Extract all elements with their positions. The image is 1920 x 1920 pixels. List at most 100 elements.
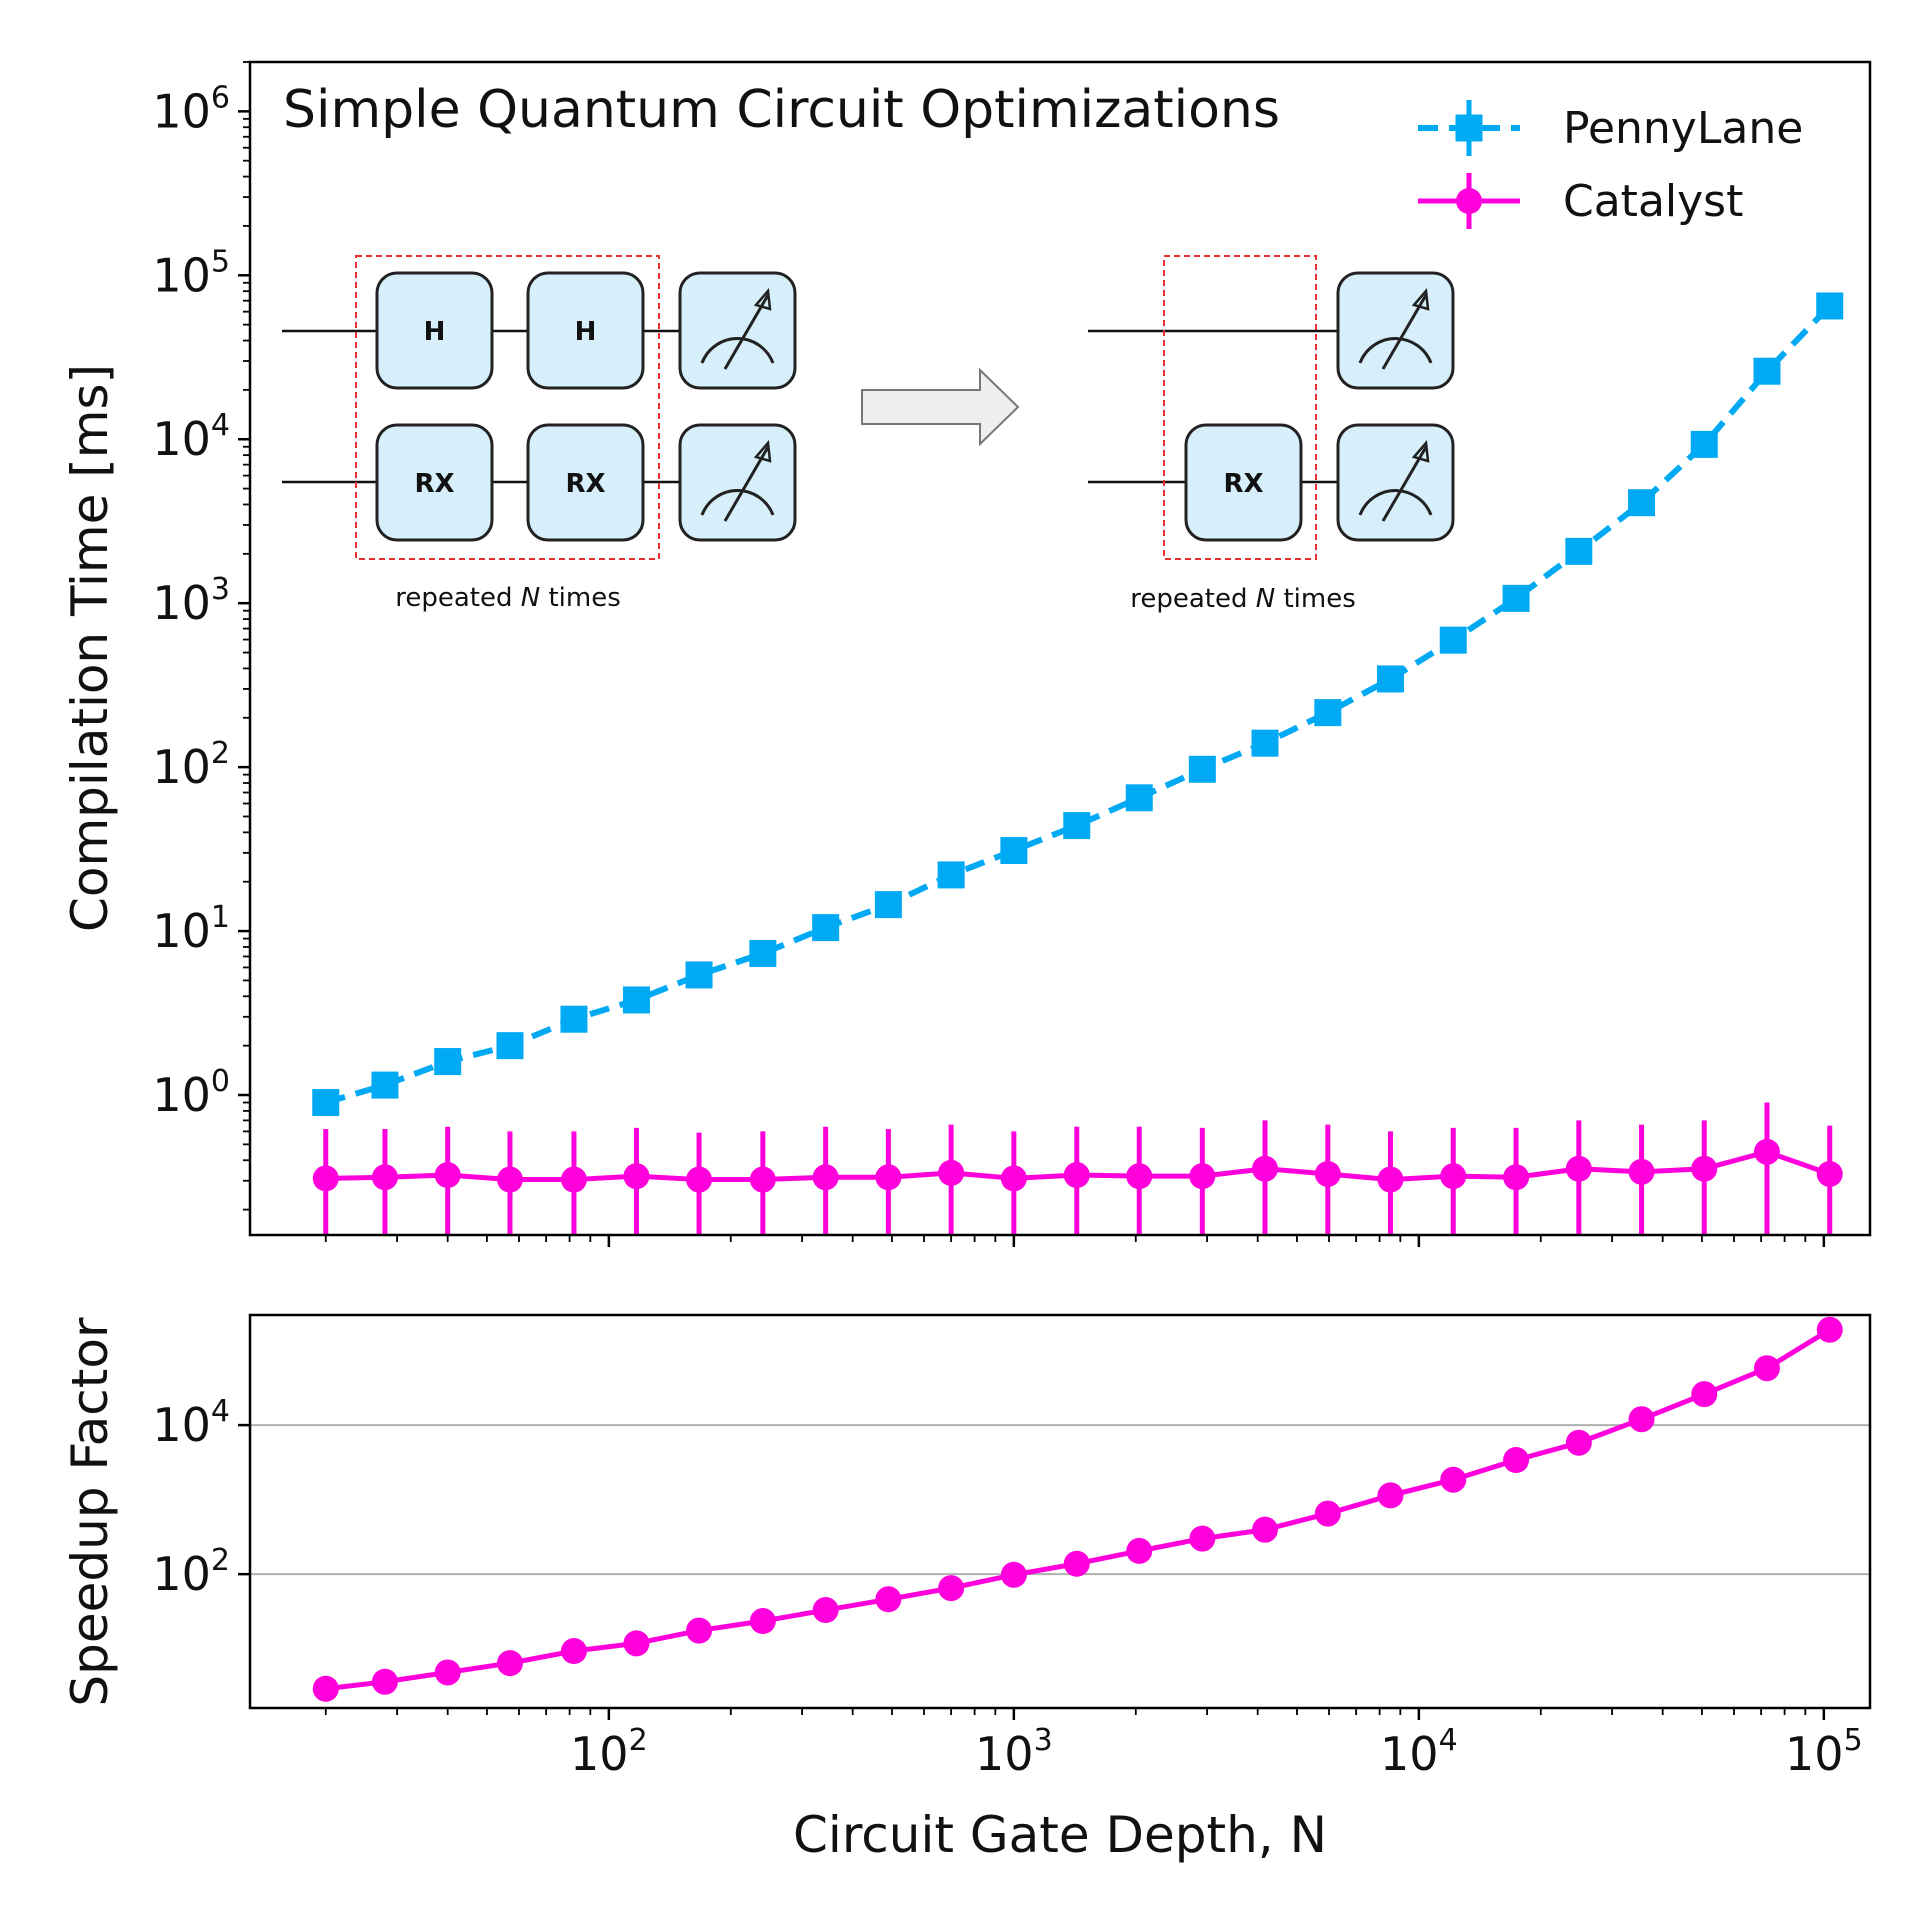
- pennylane-point: [749, 939, 777, 967]
- catalyst-point: [371, 1164, 398, 1191]
- speedup-point: [686, 1617, 713, 1644]
- x-tick-label: 105: [1785, 1723, 1863, 1781]
- measure-arc: [1358, 337, 1433, 364]
- speedup-point: [496, 1650, 523, 1677]
- pennylane-point: [312, 1089, 340, 1117]
- catalyst-point: [1440, 1163, 1467, 1190]
- gate-label: RX: [1223, 469, 1263, 499]
- repeat-box: [1163, 255, 1317, 560]
- pennylane-point: [1502, 584, 1530, 612]
- pennylane-point: [874, 891, 902, 919]
- top-plot-area: [312, 292, 1844, 1235]
- speedup-point: [1753, 1355, 1780, 1382]
- catalyst-point: [1252, 1155, 1279, 1182]
- measure-arrowhead: [753, 288, 772, 311]
- pennylane-point: [1251, 729, 1279, 757]
- catalyst-point: [623, 1163, 650, 1190]
- speedup-point: [1252, 1516, 1279, 1543]
- catalyst-point: [749, 1166, 776, 1193]
- bottom-y-axis: 102 104: [152, 1394, 250, 1601]
- speedup-point: [1000, 1561, 1027, 1588]
- speedup-point: [434, 1659, 461, 1686]
- catalyst-point: [1816, 1160, 1843, 1187]
- measure-arc: [1358, 489, 1433, 516]
- speedup-point: [749, 1608, 776, 1635]
- pennylane-point: [1690, 430, 1718, 458]
- y-tick-label: 105: [152, 244, 230, 302]
- gate-label: H: [575, 317, 597, 347]
- catalyst-point: [1691, 1155, 1718, 1182]
- catalyst-point: [1063, 1162, 1090, 1189]
- inset-caption: repeated N times: [395, 583, 621, 613]
- measure-arc: [700, 489, 775, 516]
- speedup-point: [1503, 1447, 1530, 1474]
- y-axis-label-speedup: Speedup Factor: [61, 1317, 119, 1707]
- speedup-point: [1628, 1406, 1655, 1433]
- speedup-point: [371, 1668, 398, 1695]
- speedup-line: [325, 1327, 1832, 1692]
- measure-arrowhead: [753, 440, 772, 463]
- repeat-box: [355, 255, 660, 560]
- pennylane-point: [1125, 784, 1153, 812]
- top-y-axis: 100 101 102 103 104 105 106: [152, 61, 250, 1211]
- bottom-plot-frame: [248, 1313, 1872, 1710]
- speedup-point: [1314, 1500, 1341, 1527]
- speedup-point: [1377, 1482, 1404, 1509]
- inset-caption: repeated N times: [1130, 584, 1356, 614]
- circuit-diagram-inset: H H RX RX repeated N times RX repeated N times: [282, 255, 1455, 614]
- speedup-point: [1440, 1466, 1467, 1493]
- x-tick-label: 104: [1380, 1723, 1458, 1781]
- gate-label: RX: [565, 469, 605, 499]
- pennylane-point: [496, 1032, 524, 1060]
- catalyst-point: [1565, 1155, 1592, 1182]
- y-tick-label: 102: [152, 1543, 230, 1601]
- bottom-gridlines: [250, 1424, 1870, 1576]
- y-tick-label: 102: [152, 736, 230, 794]
- pennylane-point: [1376, 665, 1404, 693]
- legend-catalyst-marker: [1456, 188, 1482, 214]
- pennylane-point: [1753, 357, 1781, 385]
- speedup-point: [1126, 1537, 1153, 1564]
- speedup-point: [623, 1630, 650, 1657]
- speedup-point: [1816, 1316, 1843, 1343]
- pennylane-point: [1000, 837, 1028, 865]
- x-tick-label: 103: [975, 1723, 1053, 1781]
- catalyst-point: [1126, 1163, 1153, 1190]
- measure-box: [678, 423, 797, 542]
- pennylane-point: [622, 986, 650, 1014]
- y-tick-label: 106: [152, 80, 230, 138]
- y-tick-label: 104: [152, 1394, 230, 1452]
- y-tick-label: 104: [152, 408, 230, 466]
- catalyst-point: [1628, 1158, 1655, 1185]
- pennylane-point: [1816, 292, 1844, 320]
- pennylane-point: [1628, 489, 1656, 517]
- measure-arc: [700, 337, 775, 364]
- pennylane-point: [1565, 537, 1593, 565]
- pennylane-point: [937, 861, 965, 889]
- gate-label: RX: [414, 469, 454, 499]
- legend-catalyst-label: Catalyst: [1563, 176, 1743, 227]
- pennylane-point: [371, 1071, 399, 1099]
- pennylane-point: [1063, 812, 1091, 840]
- measure-box: [1336, 271, 1455, 390]
- speedup-point: [875, 1586, 902, 1613]
- catalyst-point: [812, 1164, 839, 1191]
- legend: PennyLane Catalyst: [1418, 100, 1803, 229]
- speedup-point: [1691, 1381, 1718, 1408]
- y-tick-label: 100: [152, 1064, 230, 1122]
- catalyst-point: [1000, 1165, 1027, 1192]
- catalyst-point: [1189, 1163, 1216, 1190]
- y-tick-label: 101: [152, 900, 230, 958]
- gate-box: [375, 423, 494, 542]
- x-tick-label: 102: [570, 1723, 648, 1781]
- speedup-point: [1189, 1525, 1216, 1552]
- gate-label: H: [424, 317, 446, 347]
- legend-pennylane-marker: [1455, 114, 1483, 142]
- pennylane-point: [560, 1005, 588, 1033]
- catalyst-point: [1503, 1164, 1530, 1191]
- measure-box: [678, 271, 797, 390]
- measure-box: [1336, 423, 1455, 542]
- top-x-axis: [324, 1235, 1826, 1247]
- top-panel: H H RX RX repeated N times RX repeated N times…: [61, 60, 1872, 1247]
